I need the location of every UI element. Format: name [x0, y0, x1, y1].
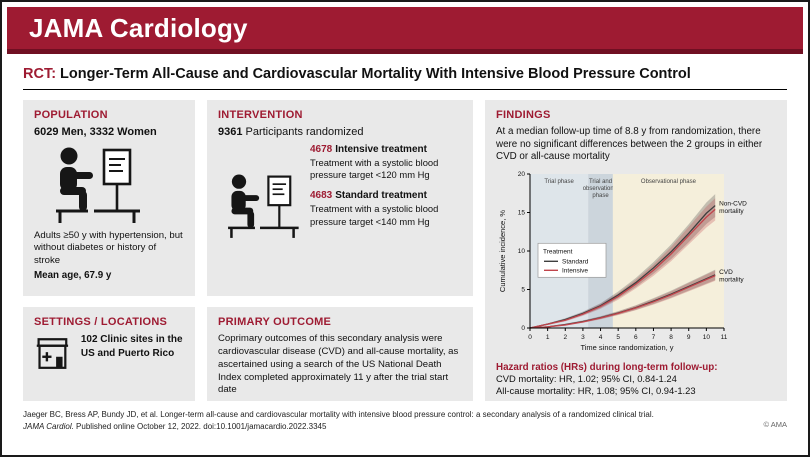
svg-text:15: 15 [518, 210, 526, 217]
svg-text:10: 10 [518, 248, 526, 255]
svg-text:Standard: Standard [562, 259, 589, 266]
journal-banner: JAMA Cardiology [7, 7, 803, 54]
patient-consult-icon [228, 174, 299, 238]
svg-text:mortality: mortality [719, 208, 744, 215]
svg-text:0: 0 [521, 325, 525, 332]
population-description: Adults ≥50 y with hypertension, but with… [34, 230, 183, 266]
intensive-group: 4678 Intensive treatment Treatment with a… [310, 144, 462, 181]
population-mean-age: Mean age, 67.9 y [34, 270, 112, 282]
svg-text:0: 0 [528, 334, 532, 341]
standard-group: 4683 Standard treatment Treatment with a … [310, 190, 462, 227]
svg-text:Trial phase: Trial phase [544, 179, 574, 185]
svg-text:observational: observational [583, 186, 619, 192]
standard-group-title: 4683 Standard treatment [310, 190, 462, 201]
svg-text:CVD: CVD [719, 269, 733, 276]
patient-consult-icon [56, 147, 140, 223]
svg-text:1: 1 [546, 334, 550, 341]
standard-detail: Treatment with a systolic blood pressure… [310, 203, 439, 227]
treatment-groups: 4678 Intensive treatment Treatment with a… [310, 144, 462, 254]
intervention-panel: INTERVENTION 9361 Participants randomized [207, 100, 473, 296]
settings-header: SETTINGS / LOCATIONS [34, 316, 168, 328]
intensive-detail: Treatment with a systolic blood pressure… [310, 157, 439, 181]
findings-summary: At a median follow-up time of 8.8 y from… [496, 126, 763, 163]
study-type-tag: RCT: [23, 66, 57, 82]
intervention-header: INTERVENTION [218, 109, 303, 121]
svg-text:5: 5 [521, 287, 525, 294]
content-grid: POPULATION 6029 Men, 3332 Women Adults ≥… [23, 100, 787, 401]
intensive-name: Intensive treatment [335, 144, 427, 155]
svg-text:2: 2 [563, 334, 567, 341]
population-panel: POPULATION 6029 Men, 3332 Women Adults ≥… [23, 100, 195, 296]
copyright: © AMA [763, 420, 787, 430]
svg-text:Trial and: Trial and [589, 179, 612, 185]
citation-line2: JAMA Cardiol. Published online October 1… [23, 421, 787, 433]
journal-abbrev: JAMA Cardiol. [23, 421, 74, 431]
svg-text:9: 9 [687, 334, 691, 341]
svg-text:6: 6 [634, 334, 638, 341]
primary-outcome-panel: PRIMARY OUTCOME Coprimary outcomes of th… [207, 307, 473, 401]
svg-text:phase: phase [592, 193, 609, 199]
findings-header: FINDINGS [496, 109, 551, 121]
svg-text:8: 8 [669, 334, 673, 341]
journal-title: JAMA Cardiology [29, 12, 248, 43]
svg-text:Time since randomization, y: Time since randomization, y [580, 343, 673, 352]
svg-text:20: 20 [518, 171, 526, 178]
svg-text:Observational phase: Observational phase [641, 179, 697, 185]
citation: Jaeger BC, Bress AP, Bundy JD, et al. Lo… [23, 409, 787, 432]
svg-text:5: 5 [616, 334, 620, 341]
svg-text:10: 10 [703, 334, 711, 341]
svg-text:7: 7 [652, 334, 656, 341]
citation-line1: Jaeger BC, Bress AP, Bundy JD, et al. Lo… [23, 410, 654, 419]
primary-outcome-text: Coprimary outcomes of this secondary ana… [218, 333, 459, 396]
headline-divider [23, 89, 787, 90]
svg-text:Non-CVD: Non-CVD [719, 201, 747, 208]
settings-panel: SETTINGS / LOCATIONS 102 Clinic sites in… [23, 307, 195, 401]
svg-text:3: 3 [581, 334, 585, 341]
hazard-title: Hazard ratios (HRs) during long-term fol… [496, 362, 718, 374]
svg-text:mortality: mortality [719, 277, 744, 284]
standard-name: Standard treatment [335, 190, 427, 202]
svg-text:Intensive: Intensive [562, 268, 588, 275]
intervention-stat: 9361 Participants randomized [218, 126, 462, 138]
clinic-icon [36, 338, 69, 369]
citation-doi: Published online October 12, 2022. doi:1… [73, 421, 327, 431]
svg-text:4: 4 [599, 334, 603, 341]
randomized-count: 9361 [218, 126, 243, 138]
svg-text:Cumulative incidence, %: Cumulative incidence, % [498, 210, 507, 292]
findings-panel: FINDINGS At a median follow-up time of 8… [485, 100, 787, 401]
svg-text:Treatment: Treatment [543, 249, 573, 256]
svg-text:11: 11 [721, 334, 728, 341]
intensive-n: 4678 [310, 144, 333, 155]
headline-text: Longer-Term All-Cause and Cardiovascular… [60, 66, 691, 82]
intensive-group-title: 4678 Intensive treatment [310, 144, 462, 155]
population-header: POPULATION [34, 109, 108, 121]
randomized-label: Participants randomized [245, 126, 364, 138]
hazard-cvd: CVD mortality: HR, 1.02; 95% CI, 0.84-1.… [496, 373, 677, 385]
headline: RCT: Longer-Term All-Cause and Cardiovasc… [23, 66, 787, 82]
hazard-all-cause: All-cause mortality: HR, 1.08; 95% CI, 0… [496, 385, 696, 397]
population-stat: 6029 Men, 3332 Women [34, 126, 157, 138]
settings-text: 102 Clinic sites in the US and Puerto Ri… [80, 334, 183, 359]
standard-n: 4683 [310, 190, 333, 202]
primary-outcome-header: PRIMARY OUTCOME [218, 316, 332, 328]
